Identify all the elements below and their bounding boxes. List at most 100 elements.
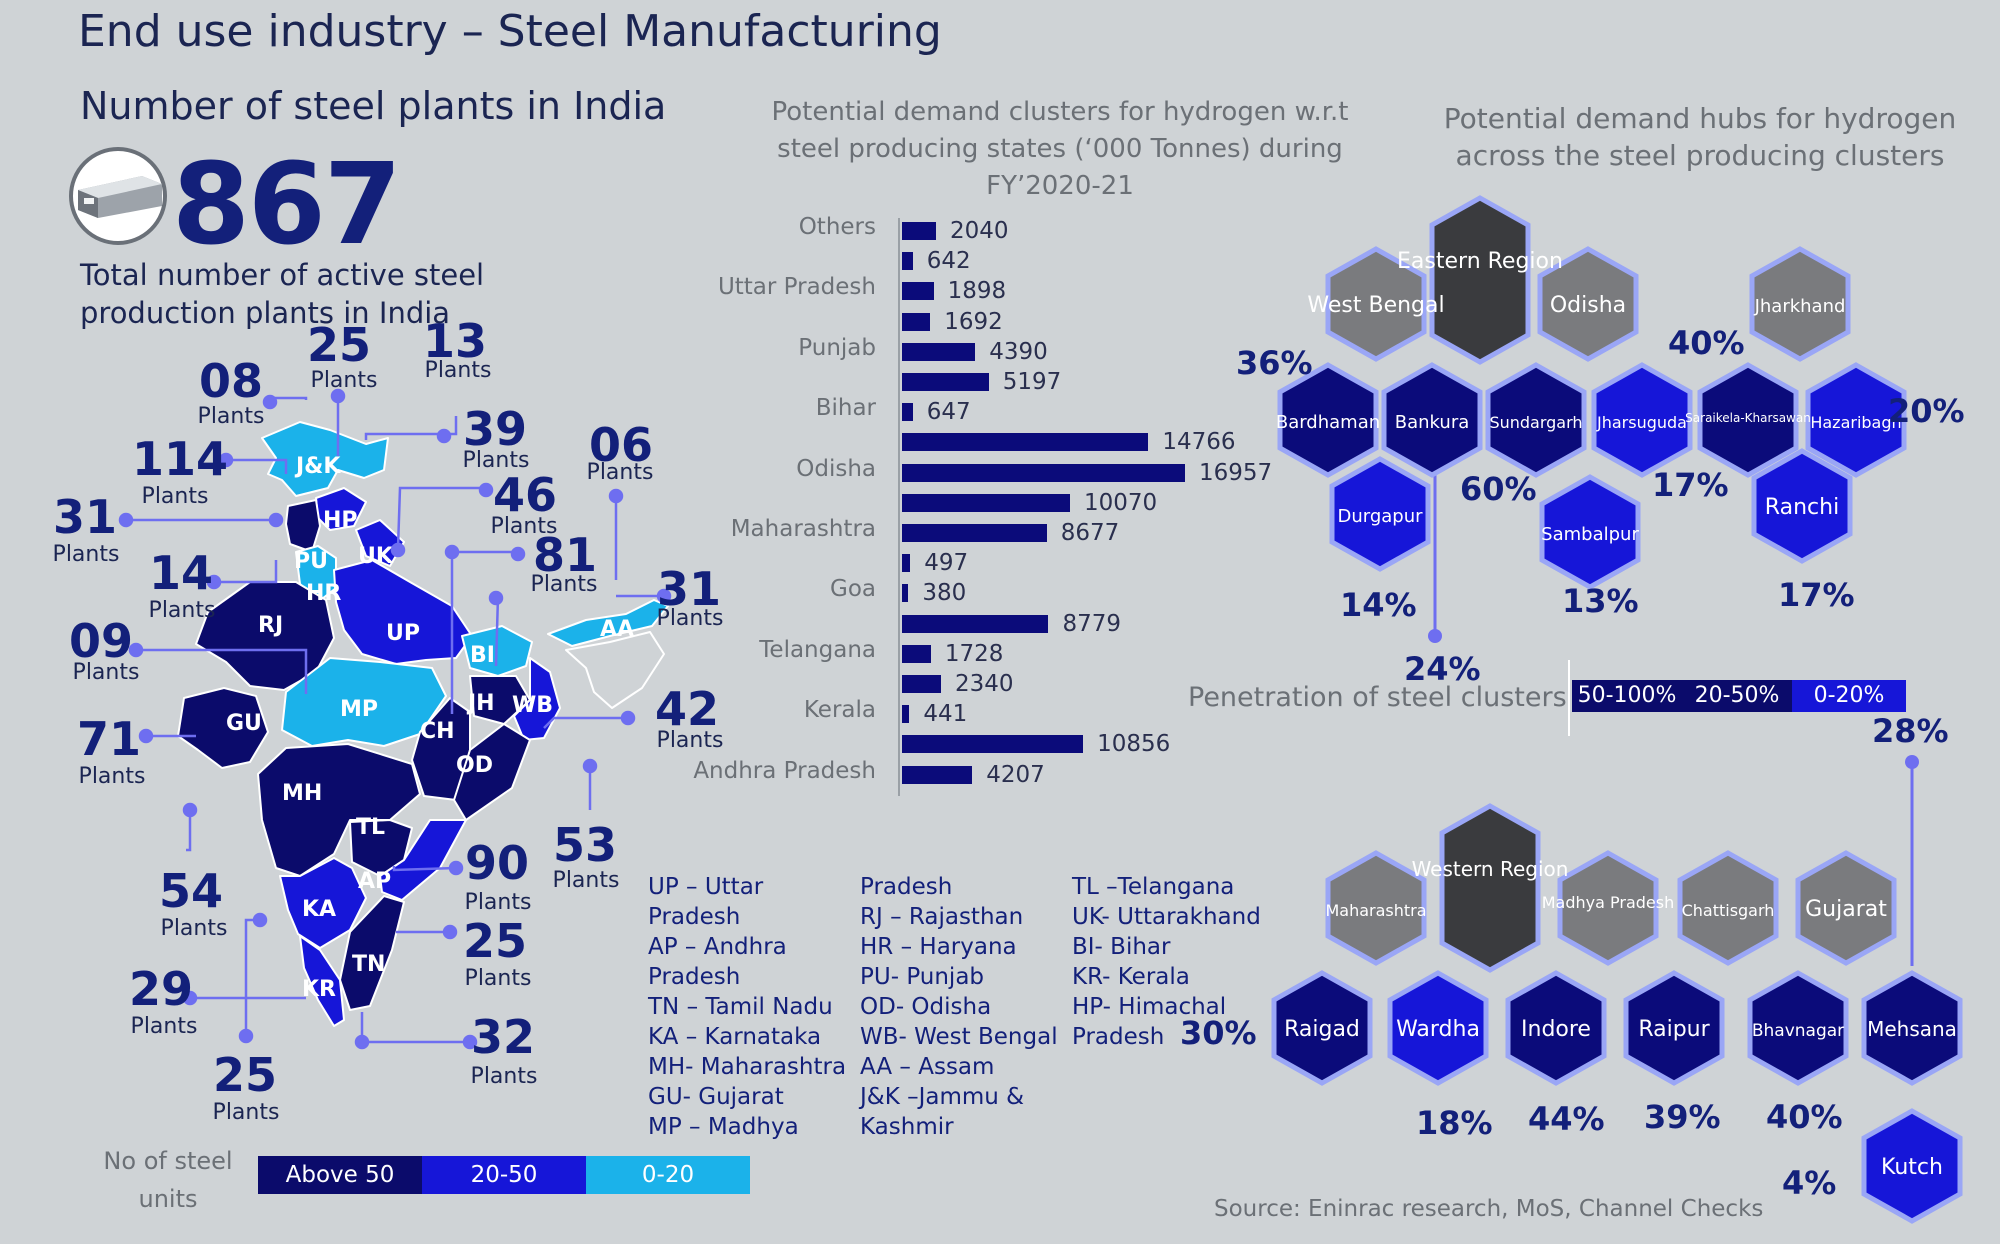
plants-label-uk: Plants — [424, 358, 492, 383]
count-gu-north: 09 — [68, 614, 133, 668]
bar-value-label: 4390 — [989, 338, 1048, 365]
count-bi: 46 — [492, 468, 557, 522]
abbr-line: Pradesh — [648, 964, 741, 990]
bar-value-label: 647 — [926, 399, 971, 426]
region-ne-outline — [565, 631, 665, 709]
hex-label: Durgapur — [1337, 506, 1423, 527]
state-label-od: OD — [456, 753, 493, 778]
count-jh: 31 — [656, 562, 721, 616]
bar — [902, 493, 1071, 512]
abbreviation-column-1: UP – Uttar Pradesh AP – Andhra Pradesh T… — [648, 872, 846, 1142]
state-label-pu: PU — [294, 549, 328, 574]
state-label-bi: BI — [470, 643, 495, 668]
state-label-wb: WB — [512, 693, 553, 718]
pct-bankura: 24% — [1404, 650, 1481, 688]
bar-value-label: 441 — [923, 701, 968, 728]
bar — [902, 463, 1185, 482]
section-subtitle: Number of steel plants in India — [80, 84, 667, 128]
abbr-line: J&K –Jammu & — [860, 1084, 1025, 1110]
abbr-line: RJ – Rajasthan — [860, 904, 1024, 930]
plants-label-ch: Plants — [552, 868, 620, 893]
hex-label: Jharkhand — [1754, 296, 1846, 317]
bar — [902, 614, 1049, 633]
count-aa: 06 — [588, 418, 653, 472]
count-uk: 13 — [422, 314, 487, 368]
region-up — [333, 559, 473, 665]
abbr-line: AP – Andhra — [648, 934, 787, 960]
pct-durgapur: 14% — [1340, 586, 1417, 624]
abbr-line: TN – Tamil Nadu — [648, 994, 833, 1020]
pen-legend-low: 0-20% — [1792, 680, 1906, 712]
india-steel-plants-map: J&K HP PU UK HR RJ UP BI AA MP GU JH WB … — [118, 388, 672, 1050]
region-od — [453, 723, 531, 821]
hydrogen-hubs-hex-diagram: Eastern Region West Bengal Odisha Jharkh… — [1200, 170, 2000, 1244]
plants-label-hp: Plants — [310, 368, 378, 393]
bar-value-label: 1728 — [944, 640, 1004, 667]
plants-label-wb: Plants — [530, 572, 598, 597]
state-label-mh: MH — [282, 781, 322, 806]
plants-label-hr: Plants — [52, 542, 120, 567]
map-legend-label: No of steel units — [103, 1147, 233, 1213]
abbr-line: Pradesh — [860, 874, 953, 900]
bar — [902, 554, 911, 573]
bar — [902, 433, 1149, 452]
hubs-title: Potential demand hubs for hydrogen acros… — [1443, 102, 1957, 172]
pct-kutch: 4% — [1782, 1164, 1837, 1202]
penetration-label: Penetration of steel clusters — [1188, 682, 1567, 713]
legend-0-20: 0-20 — [586, 1156, 750, 1194]
region-pu — [285, 499, 321, 553]
hex-label: Madhya Pradesh — [1542, 893, 1675, 912]
state-label-tn: TN — [352, 952, 385, 977]
bar-value-label: 10856 — [1097, 731, 1171, 758]
plants-label-jk: Plants — [197, 404, 265, 429]
pct-wardha: 18% — [1416, 1104, 1493, 1142]
count-tl: 90 — [464, 836, 529, 890]
abbr-line: TL –Telangana — [1072, 874, 1235, 900]
hex-label: Saraikela-Kharsawan — [1685, 411, 1811, 425]
total-plants-description: Total number of active steel production … — [80, 258, 485, 330]
abbr-line: KR- Kerala — [1072, 964, 1190, 990]
abbr-line: HP- Himachal — [1072, 994, 1227, 1020]
pct-ranchi: 17% — [1778, 576, 1855, 614]
hex-label: Chattisgarh — [1682, 901, 1775, 920]
bar-value-label: 10070 — [1084, 489, 1158, 516]
count-od: 42 — [654, 682, 719, 736]
region-kr — [299, 935, 345, 1027]
legend-divider — [1568, 660, 1570, 736]
abbr-line: Pradesh — [1072, 1024, 1165, 1050]
region-ap — [379, 819, 467, 901]
count-gu: 71 — [76, 712, 141, 766]
hex-label: Wardha — [1396, 1017, 1480, 1042]
source-note: Source: Eninrac research, MoS, Channel C… — [1214, 1196, 1764, 1222]
region-tn — [339, 895, 405, 1011]
pct-hazaribagh: 20% — [1888, 392, 1965, 430]
bar — [902, 252, 913, 271]
hex-label: Sambalpur — [1541, 524, 1639, 545]
hex-label: West Bengal — [1307, 293, 1444, 318]
state-label-tl: TL — [356, 815, 385, 840]
abbr-line: UK- Uttarakhand — [1072, 904, 1261, 930]
state-label-jh: JH — [466, 691, 495, 716]
abbr-line: UP – Uttar — [648, 874, 764, 900]
plants-label-bi: Plants — [490, 514, 558, 539]
region-wb — [513, 657, 561, 741]
hex-label: Hazaribagh — [1810, 413, 1901, 432]
abbr-line: KA – Karnataka — [648, 1024, 822, 1050]
state-label-hp: HP — [323, 508, 358, 533]
abbreviation-column-2: Pradesh RJ – Rajasthan HR – Haryana PU- … — [860, 872, 1058, 1142]
state-label-up: UP — [386, 621, 420, 646]
pen-legend-mid: 20-50% — [1682, 680, 1792, 712]
hex-label: Sundargarh — [1489, 413, 1582, 432]
state-label-mp: MP — [340, 697, 378, 722]
category-label: Uttar Pradesh — [717, 274, 876, 301]
plants-label-rj-north: Plants — [148, 598, 216, 623]
state-label-aa: AA — [600, 617, 634, 642]
pct-mehsana: 28% — [1872, 712, 1949, 750]
count-kr: 25 — [212, 1048, 277, 1102]
state-label-ap: AP — [358, 869, 391, 894]
plants-label-ka-west: Plants — [130, 1014, 198, 1039]
count-mh: 54 — [158, 864, 223, 918]
bar — [902, 373, 989, 391]
pct-raigad: 30% — [1180, 1014, 1257, 1052]
hex-western-region — [1442, 806, 1538, 970]
